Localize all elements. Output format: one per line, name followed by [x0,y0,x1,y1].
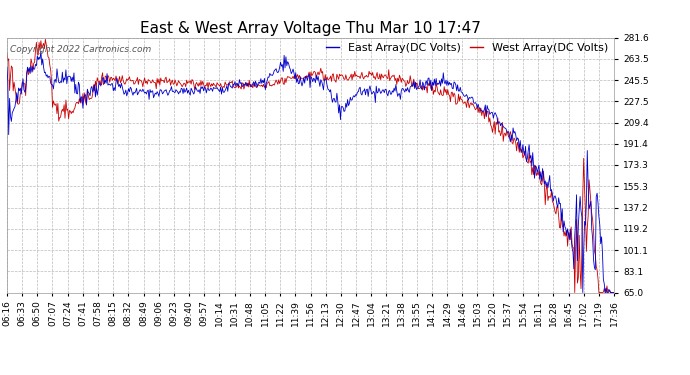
Legend: East Array(DC Volts), West Array(DC Volts): East Array(DC Volts), West Array(DC Volt… [326,43,609,53]
Title: East & West Array Voltage Thu Mar 10 17:47: East & West Array Voltage Thu Mar 10 17:… [140,21,481,36]
Text: Copyright 2022 Cartronics.com: Copyright 2022 Cartronics.com [10,45,151,54]
